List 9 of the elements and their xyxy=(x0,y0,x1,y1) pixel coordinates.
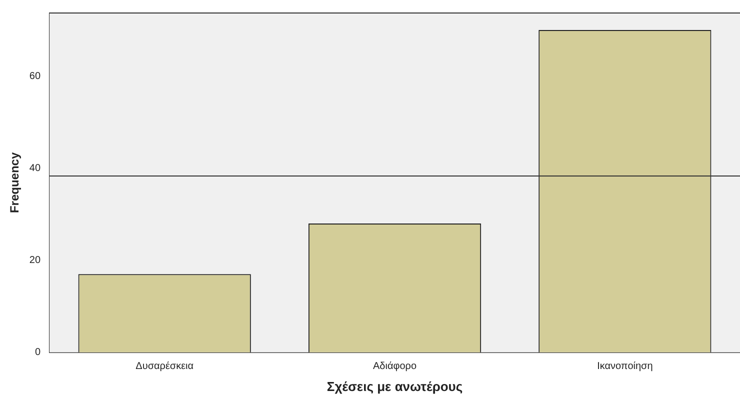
x-axis-title: Σχέσεις με ανωτέρους xyxy=(326,378,463,394)
y-tick-label: 60 xyxy=(29,70,41,82)
y-tick-label: 0 xyxy=(34,347,41,358)
x-tick-label: Ικανοποίηση xyxy=(597,361,653,372)
y-tick-label: 40 xyxy=(29,162,41,174)
x-tick-label: Δυσαρέσκεια xyxy=(136,361,194,372)
y-tick-label: 20 xyxy=(29,255,41,266)
y-axis-title: Frequency xyxy=(8,152,22,214)
x-tick-label: Αδιάφορο xyxy=(372,361,417,372)
